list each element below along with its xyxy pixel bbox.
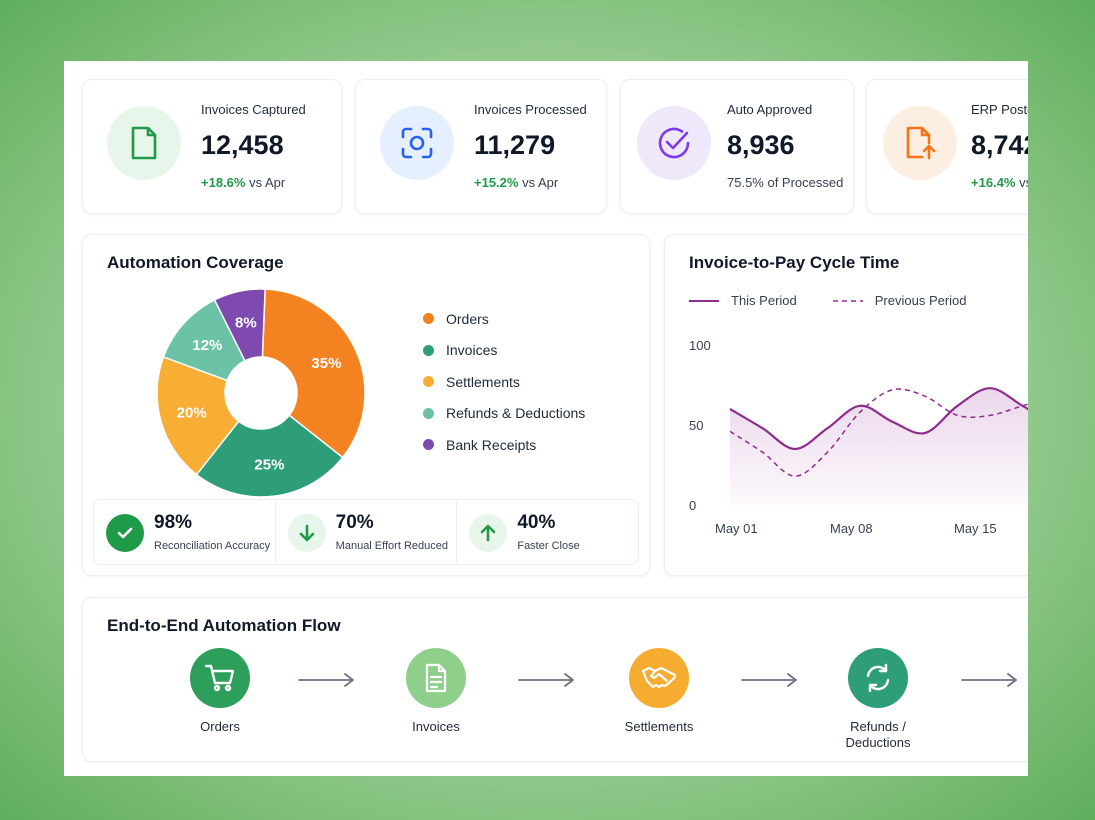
kpi-sub: 75.5% of Processed — [727, 175, 844, 190]
legend-item-bank-receipts[interactable]: Bank Receipts — [423, 429, 585, 461]
scan-icon — [380, 106, 454, 180]
section-title: Automation Coverage — [107, 253, 284, 272]
legend-swatch — [423, 344, 434, 356]
pie-data-label: 25% — [254, 457, 284, 474]
stat-label: Manual Effort Reduced — [335, 540, 448, 552]
x-tick-label: May 15 — [954, 521, 997, 536]
legend-swatch-this-period — [689, 299, 719, 302]
pie-slice-bank-receipts[interactable] — [213, 288, 266, 362]
legend-label: Refunds & Deductions — [446, 405, 586, 422]
kpi-value: 12,458 — [201, 130, 284, 160]
arrow-right-icon — [518, 673, 574, 687]
stat-value: 40% — [517, 512, 556, 533]
pie-slice-settlements[interactable] — [156, 355, 240, 476]
legend-label: Orders — [446, 310, 489, 327]
kpi-label: Invoices Processed — [474, 102, 587, 117]
refresh-icon — [848, 648, 908, 708]
flow-step-label: Orders — [200, 719, 240, 734]
stat-manual-effort-reduced: 70% Manual Effort Reduced — [276, 500, 458, 564]
kpi-card-erp-posted[interactable]: ERP Posted 8,742 +16.4% vs Apr — [866, 79, 1028, 214]
kpi-card-invoices-captured[interactable]: Invoices Captured 12,458 +18.6% vs Apr — [82, 79, 342, 214]
legend-item-invoices[interactable]: Invoices — [423, 335, 585, 367]
kpi-card-invoices-processed[interactable]: Invoices Processed 11,279 +15.2% vs Apr — [355, 79, 607, 214]
document-icon — [107, 106, 181, 180]
stat-faster-close: 40% Faster Close — [457, 500, 638, 564]
pie-data-label: 20% — [177, 404, 207, 421]
stat-value: 98% — [154, 512, 193, 533]
flow-step-settlements[interactable]: Settlements — [594, 648, 724, 735]
arrow-right-icon — [961, 673, 1017, 687]
cart-icon — [190, 648, 250, 708]
kpi-value: 8,936 — [727, 130, 795, 160]
y-tick-label: 50 — [689, 418, 704, 433]
cycle-time-line-chart — [729, 387, 1028, 505]
legend-swatch-previous-period — [832, 299, 863, 302]
flow-step-orders[interactable]: Orders — [155, 648, 285, 735]
legend-item-refunds[interactable]: Refunds & Deductions — [423, 398, 585, 430]
legend-label-previous-period: Previous Period — [874, 293, 967, 308]
automation-flow-card: End-to-End Automation Flow Orders Invoic… — [82, 597, 1028, 762]
chart-title: Invoice-to-Pay Cycle Time — [689, 253, 900, 272]
legend-swatch — [423, 407, 434, 419]
arrow-down-icon — [287, 514, 326, 552]
arrow-right-icon — [298, 673, 354, 687]
arrow-up-icon — [469, 514, 508, 552]
kpi-change: +18.6% vs Apr — [201, 175, 286, 190]
legend-swatch — [423, 376, 434, 388]
check-circle-icon — [637, 106, 711, 180]
document-icon — [406, 648, 466, 708]
flow-step-label: Refunds / Deductions — [845, 719, 911, 750]
stat-label: Faster Close — [517, 540, 580, 552]
automation-coverage-card: Automation Coverage 35% 25% 20% 12% 8% Order… — [82, 234, 650, 576]
kpi-change: +15.2% vs Apr — [474, 175, 559, 190]
stat-value: 70% — [335, 512, 374, 533]
section-title: End-to-End Automation Flow — [107, 616, 341, 635]
handshake-icon — [629, 648, 689, 708]
legend-item-orders[interactable]: Orders — [423, 303, 585, 335]
stat-label: Reconciliation Accuracy — [154, 540, 271, 552]
flow-step-label: Settlements — [624, 719, 694, 734]
coverage-stats: 98% Reconciliation Accuracy 70% Manual E… — [93, 499, 639, 565]
series-line-previous-period[interactable] — [729, 388, 1028, 477]
file-upload-icon — [883, 106, 957, 180]
stat-reconciliation-accuracy: 98% Reconciliation Accuracy — [94, 500, 276, 564]
legend-label: Bank Receipts — [446, 436, 537, 453]
flow-step-invoices[interactable]: Invoices — [371, 648, 501, 735]
legend-label: Settlements — [446, 373, 520, 390]
legend-swatch — [423, 313, 434, 325]
flow-step-refunds-deductions[interactable]: Refunds / Deductions — [813, 648, 943, 751]
kpi-label: ERP Posted — [971, 102, 1028, 117]
coverage-donut-chart: 35% 25% 20% 12% 8% — [156, 288, 366, 498]
flow-step-label: Invoices — [412, 719, 460, 734]
dashboard-screen: Invoices Captured 12,458 +18.6% vs Apr I… — [64, 61, 1028, 776]
coverage-legend: Orders Invoices Settlements Refunds & De… — [423, 303, 585, 461]
legend-item-settlements[interactable]: Settlements — [423, 366, 585, 398]
x-tick-label: May 01 — [715, 521, 758, 536]
kpi-value: 8,742 — [971, 130, 1028, 160]
pie-slice-invoices[interactable] — [195, 414, 344, 498]
arrow-right-icon — [741, 673, 797, 687]
kpi-label: Auto Approved — [727, 102, 813, 117]
line-chart-legend: This Period Previous Period — [689, 293, 967, 308]
y-tick-label: 100 — [689, 338, 711, 353]
legend-label-this-period: This Period — [731, 293, 797, 308]
kpi-card-auto-approved[interactable]: Auto Approved 8,936 75.5% of Processed — [620, 79, 854, 214]
cycle-time-card: Invoice-to-Pay Cycle Time This Period Pr… — [664, 234, 1028, 576]
kpi-change: +16.4% vs Apr — [971, 175, 1028, 190]
x-tick-label: May 08 — [830, 521, 873, 536]
series-line-this-period[interactable] — [729, 387, 1028, 451]
series-area-this-period — [730, 388, 1028, 505]
kpi-value: 11,279 — [474, 130, 556, 160]
pie-slice-orders[interactable] — [261, 288, 366, 459]
kpi-label: Invoices Captured — [201, 102, 306, 117]
pie-data-label: 12% — [192, 337, 222, 354]
legend-label: Invoices — [446, 342, 498, 359]
check-icon — [106, 514, 144, 552]
pie-data-label: 35% — [311, 355, 341, 372]
pie-data-label: 8% — [235, 315, 257, 332]
y-tick-label: 0 — [689, 498, 697, 513]
legend-swatch — [423, 439, 434, 451]
